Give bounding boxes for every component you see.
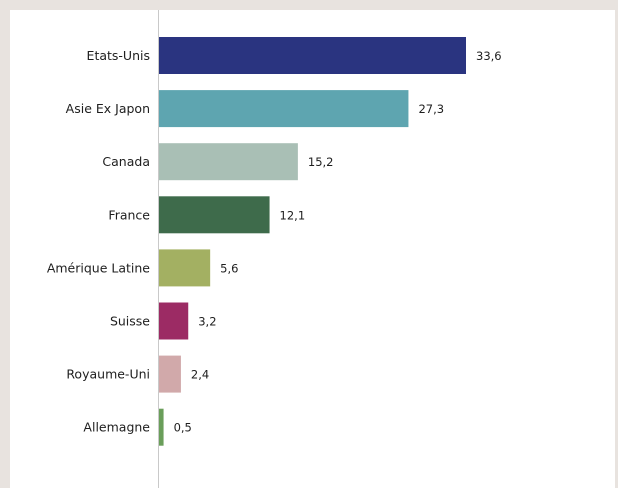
bar-7	[159, 408, 164, 446]
value-label: 0,5	[174, 421, 192, 435]
chart-panel: Etats-Unis 33,6 Asie Ex Japon 27,3 Canada 15,…	[10, 10, 615, 488]
bar-chart: Etats-Unis 33,6 Asie Ex Japon 27,3 Canada 15,…	[47, 10, 502, 488]
bar-5	[159, 302, 189, 340]
bar-0	[159, 37, 466, 74]
bar-2	[159, 143, 298, 181]
bar-6	[159, 355, 181, 393]
value-label: 3,2	[198, 315, 216, 329]
bar-3	[159, 196, 270, 234]
bar-4	[159, 249, 211, 287]
value-label: 2,4	[191, 368, 209, 382]
category-label: Allemagne	[83, 420, 150, 435]
value-label: 12,1	[280, 208, 306, 222]
value-label: 5,6	[220, 261, 238, 275]
value-label: 15,2	[308, 155, 334, 169]
category-label: Amérique Latine	[47, 260, 150, 275]
bars-group: Etats-Unis 33,6 Asie Ex Japon 27,3 Canada 15,…	[47, 37, 502, 446]
category-label: Canada	[102, 154, 150, 169]
category-label: Royaume-Uni	[66, 367, 150, 382]
value-label: 33,6	[476, 49, 502, 63]
bar-1	[159, 90, 409, 128]
category-label: France	[108, 207, 150, 222]
category-label: Suisse	[110, 314, 150, 329]
category-label: Asie Ex Japon	[66, 101, 150, 116]
category-label: Etats-Unis	[87, 48, 150, 63]
value-label: 27,3	[418, 102, 444, 116]
